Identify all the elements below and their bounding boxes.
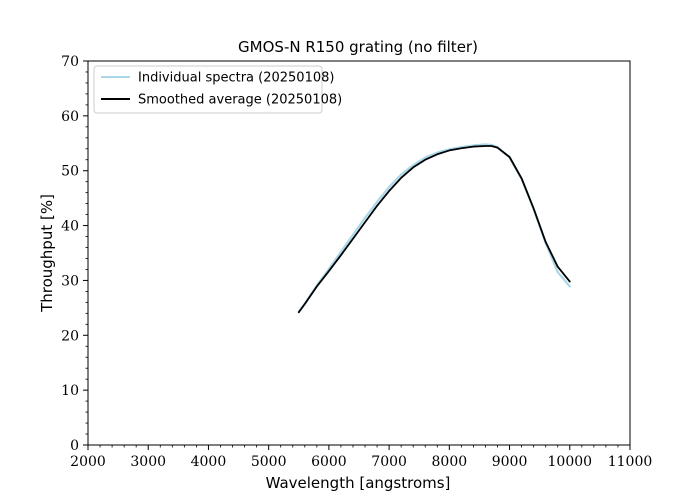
y-tick-label: 30	[61, 273, 79, 289]
y-axis-label: Throughput [%]	[38, 194, 56, 313]
plot-area	[88, 61, 630, 445]
legend-box	[93, 65, 323, 114]
x-tick-label: 4000	[191, 454, 227, 470]
x-tick-label: 6000	[311, 454, 347, 470]
x-tick-label: 8000	[432, 454, 468, 470]
x-tick-label: 7000	[371, 454, 407, 470]
y-tick-label: 60	[61, 109, 79, 125]
x-tick-label: 3000	[130, 454, 166, 470]
y-tick-label: 20	[61, 328, 79, 344]
y-tick-label: 50	[61, 164, 79, 180]
series-layer	[297, 143, 571, 314]
plot-frame	[87, 60, 631, 446]
y-axis-ticks: 0 10 20 30 40 50 60 70	[61, 54, 88, 454]
x-tick-label: 5000	[251, 454, 287, 470]
y-tick-label: 10	[61, 383, 79, 399]
y-tick-label: 40	[61, 219, 79, 235]
y-tick-label: 70	[61, 54, 79, 70]
legend-label-smoothed-average: Smoothed average (20250108)	[138, 93, 342, 108]
legend-label-individual-spectra: Individual spectra (20250108)	[138, 71, 334, 86]
x-axis-label: Wavelength [angstroms]	[266, 474, 451, 492]
x-tick-label: 10000	[548, 454, 593, 470]
legend: Individual spectra (20250108) Smoothed a…	[93, 65, 342, 114]
x-tick-label: 2000	[70, 454, 106, 470]
axes	[87, 60, 631, 446]
x-axis-ticks: 2000 3000 4000 5000 6000 7000 8000 9000 10000 110…	[70, 445, 652, 470]
y-tick-label: 0	[70, 438, 79, 454]
x-tick-label: 9000	[492, 454, 528, 470]
x-tick-label: 11000	[608, 454, 653, 470]
series-line-1	[297, 145, 571, 314]
chart-title: GMOS-N R150 grating (no filter)	[238, 38, 478, 56]
